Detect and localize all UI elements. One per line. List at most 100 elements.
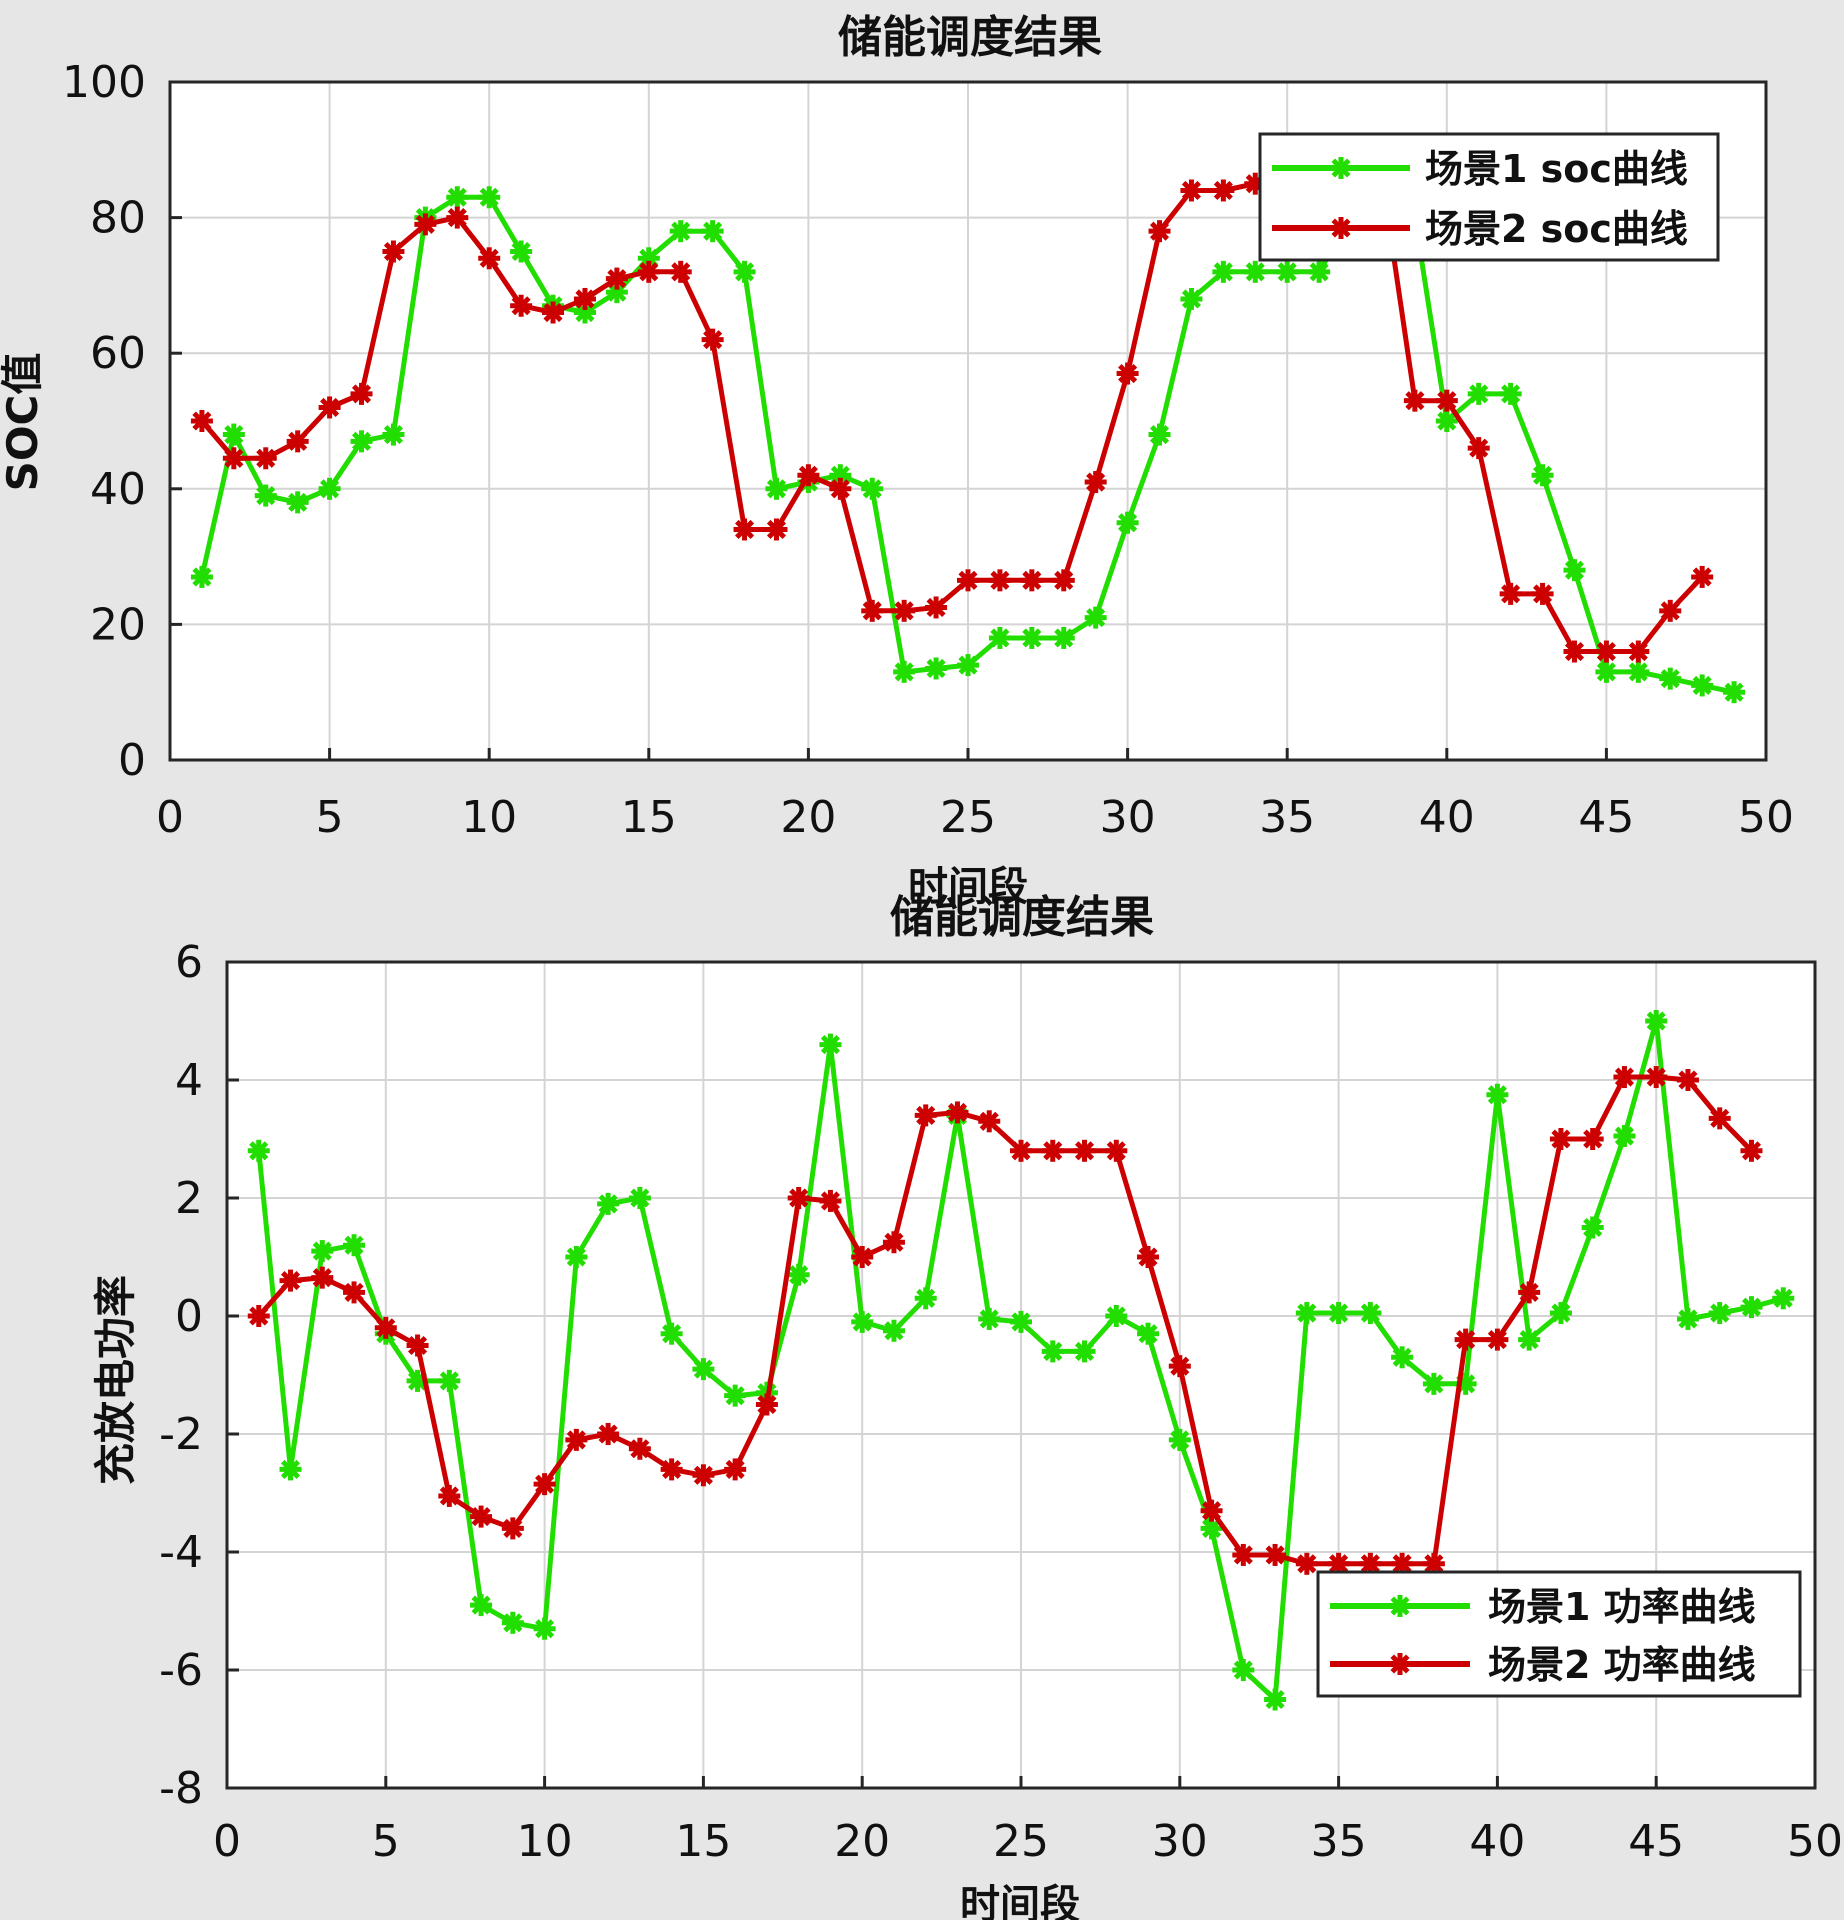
soc-series-2-point	[925, 596, 948, 619]
soc-series-1-point	[1084, 606, 1107, 629]
soc-y-tick-label: 20	[90, 599, 146, 650]
power-series-2-point	[628, 1437, 651, 1460]
soc-legend-marker-2	[1330, 217, 1352, 239]
power-series-1-point	[501, 1611, 524, 1634]
power-y-tick-labels: -8 -6 -4 -2 0 2 4 6	[159, 937, 203, 1814]
power-series-2-point	[1486, 1328, 1509, 1351]
power-series-1-point	[1359, 1302, 1382, 1325]
power-series-1-point	[1073, 1340, 1096, 1363]
legend-marker-shape	[1389, 1595, 1411, 1617]
power-series-2-point	[1137, 1246, 1160, 1268]
power-y-tick-label: 0	[175, 1291, 203, 1342]
power-series-2-point	[724, 1458, 747, 1481]
power-series-1-point	[1232, 1659, 1255, 1681]
soc-series-2-point	[478, 247, 501, 270]
power-series-2-point	[1041, 1139, 1064, 1162]
soc-x-tick-label: 35	[1259, 792, 1315, 843]
power-x-tick-label: 20	[834, 1816, 890, 1867]
soc-series-2-point	[765, 518, 788, 541]
soc-series-2-point	[1180, 179, 1203, 202]
power-series-2-point	[692, 1464, 715, 1487]
soc-series-2-point	[1148, 220, 1171, 243]
soc-series-1-point	[510, 240, 533, 263]
soc-series-1-point	[1020, 626, 1043, 649]
soc-series-1-point	[1435, 410, 1458, 432]
power-legend-box	[1316, 1570, 1802, 1698]
soc-chart: 储能调度结果 0 5 10 15 20 25 30 35 40 45 50 0 20 40 60 80 100…	[0, 12, 1794, 910]
power-series-1-point	[819, 1033, 842, 1056]
power-x-tick-label: 25	[993, 1816, 1049, 1867]
power-x-tick-label: 0	[213, 1816, 241, 1867]
power-series-2-point	[533, 1473, 556, 1496]
power-x-tick-label: 40	[1469, 1816, 1525, 1867]
soc-series-2-point	[1116, 362, 1139, 385]
soc-series-2-point	[893, 599, 916, 622]
power-series-1-point	[851, 1310, 874, 1333]
soc-series-1-point	[1052, 626, 1075, 649]
soc-series-2-point	[701, 328, 724, 351]
power-series-1-point	[565, 1246, 588, 1268]
soc-series-1-point	[1595, 660, 1618, 683]
soc-x-tick-label: 0	[156, 792, 184, 843]
power-series-2-point	[1454, 1328, 1477, 1351]
power-series-2-point	[1645, 1066, 1668, 1089]
soc-series-1-point	[1276, 260, 1299, 283]
soc-x-tick-label: 10	[461, 792, 517, 843]
power-series-2-point	[946, 1101, 969, 1124]
soc-x-tick-label: 30	[1100, 792, 1156, 843]
soc-legend-marker-1	[1330, 157, 1352, 179]
power-series-2-point	[1581, 1128, 1604, 1150]
power-legend-label-1: 场景1 功率曲线	[1488, 1585, 1756, 1629]
power-series-1-point	[438, 1369, 461, 1392]
power-y-tick-label: 6	[175, 937, 203, 988]
power-series-2-point	[501, 1517, 524, 1540]
power-series-2-point	[819, 1189, 842, 1212]
power-series-2-point	[597, 1423, 620, 1445]
power-series-2-point	[279, 1269, 302, 1292]
power-series-2-point	[787, 1187, 810, 1209]
power-chart: 储能调度结果 0 5 10 15 20 25 30 35 40 45 50 -8 -6 -4 -2 0 2 4 6…	[91, 892, 1843, 1920]
power-series-1-point	[660, 1322, 683, 1345]
soc-series-2-point	[1403, 389, 1426, 412]
soc-x-tick-label: 5	[316, 792, 344, 843]
soc-legend-item-2: 场景2 soc曲线	[1272, 207, 1688, 251]
power-series-2-point	[343, 1281, 366, 1304]
soc-series-1-point	[1563, 559, 1586, 582]
power-series-1-point	[533, 1617, 556, 1640]
power-series-1-point	[1327, 1302, 1350, 1325]
power-series-1-point	[724, 1384, 747, 1407]
power-series-2-point	[1740, 1139, 1763, 1162]
power-y-axis-label: 充放电功率	[91, 1275, 140, 1485]
power-y-tick-label: -8	[159, 1763, 203, 1814]
soc-plot-frame	[168, 80, 1768, 762]
soc-x-tick-label: 20	[780, 792, 836, 843]
power-series-2-point	[1168, 1355, 1191, 1378]
power-series-1-point	[1486, 1083, 1509, 1106]
power-series-2-point	[1105, 1139, 1128, 1162]
soc-series-1-point	[446, 186, 469, 209]
soc-series-1-point	[1244, 260, 1267, 283]
power-series-1-point	[1645, 1010, 1668, 1032]
power-series-2-point	[374, 1316, 397, 1339]
soc-series-1-point	[1212, 260, 1235, 283]
soc-y-axis-label: SOC值	[0, 353, 47, 492]
soc-series-2-point	[957, 569, 979, 592]
soc-series-2-point	[733, 518, 756, 541]
power-series-1-point	[1137, 1322, 1160, 1345]
power-series-1-point	[1613, 1125, 1636, 1148]
power-series-2-point	[1549, 1128, 1572, 1150]
soc-chart-title: 储能调度结果	[838, 12, 1102, 63]
soc-legend-label-1: 场景1 soc曲线	[1425, 147, 1688, 191]
power-series-2-point	[565, 1428, 588, 1451]
power-series-2-point	[1676, 1069, 1699, 1091]
power-series-2-point	[978, 1110, 1001, 1133]
power-series-2-point	[914, 1104, 937, 1127]
power-x-tick-label: 30	[1152, 1816, 1208, 1867]
soc-series-1-point	[254, 484, 277, 507]
power-y-tick-label: -4	[159, 1527, 203, 1578]
power-series-2-point	[1295, 1552, 1318, 1575]
soc-legend-item-1: 场景1 soc曲线	[1272, 147, 1688, 191]
power-series-1-point	[1264, 1688, 1287, 1711]
power-x-tick-label: 45	[1628, 1816, 1684, 1867]
